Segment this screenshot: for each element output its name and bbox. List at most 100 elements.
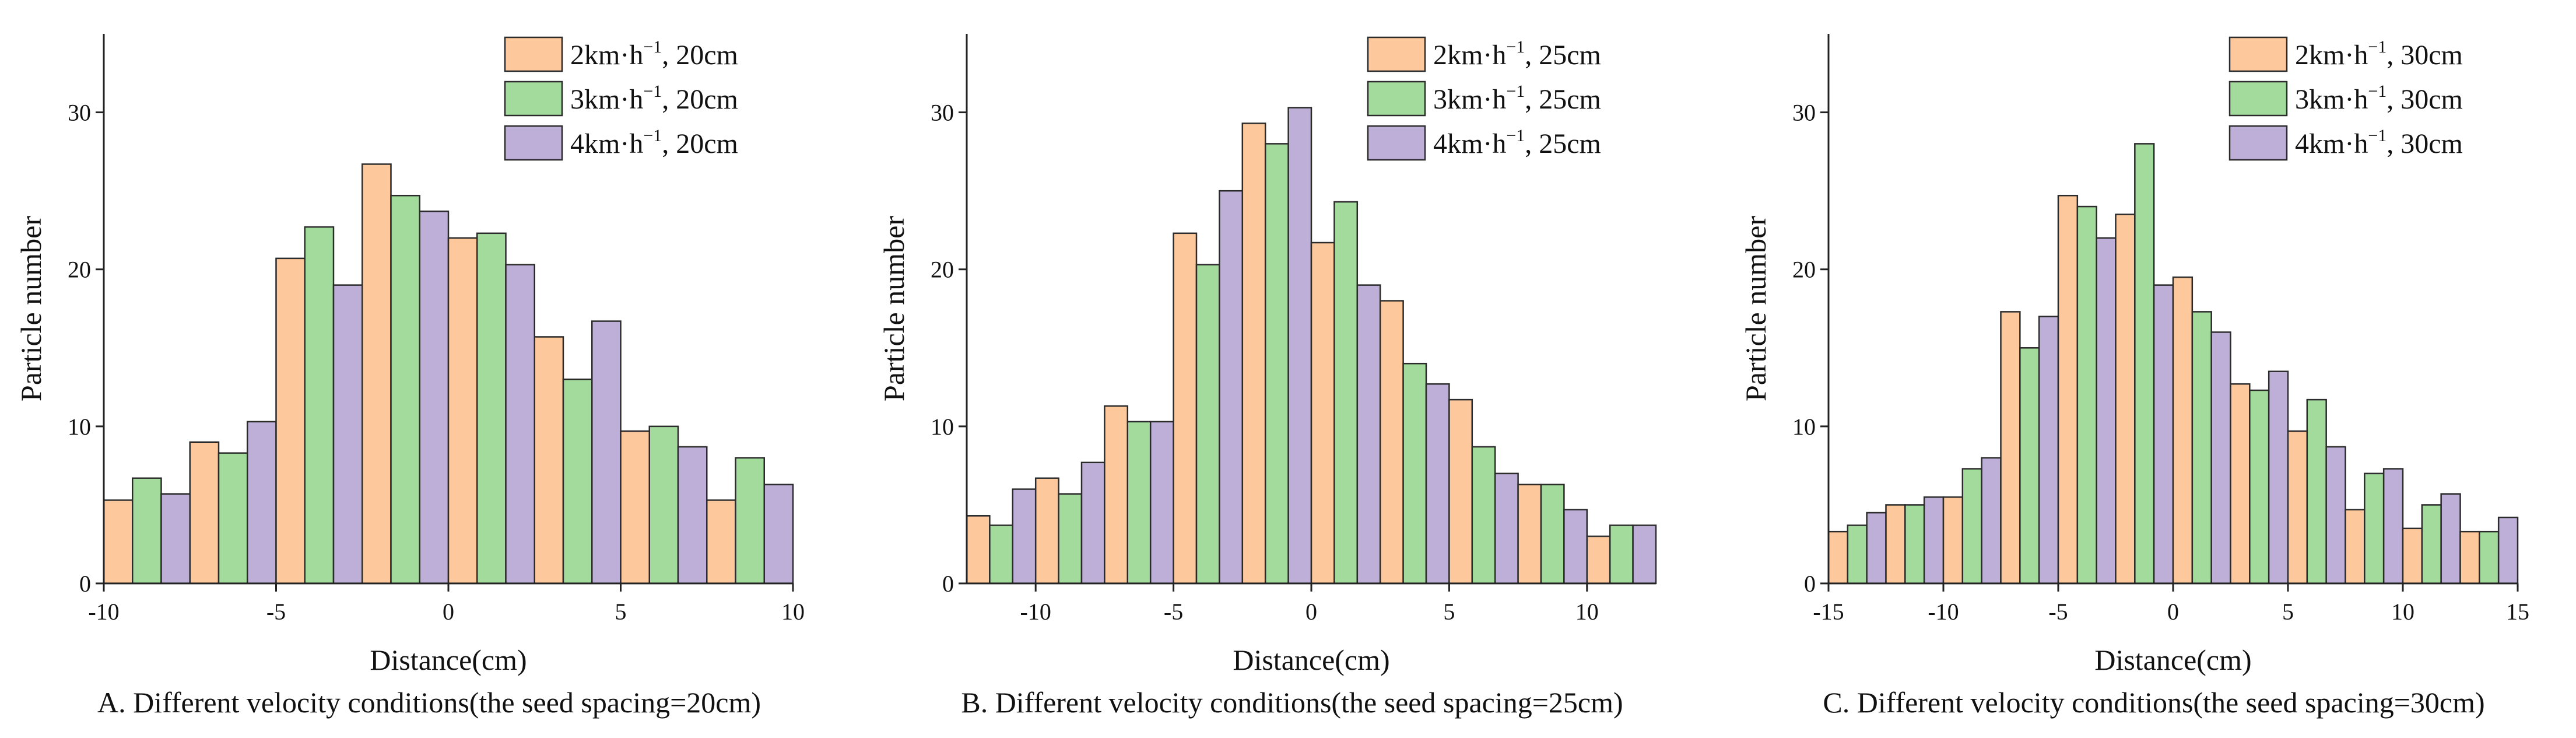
chart-caption-c: C. Different velocity conditions(the see… [1823,686,2485,719]
bar-b-s3-b10 [1632,524,1657,585]
bar-a-s1-b7 [620,430,650,585]
bar-a-s2-b1 [132,477,162,585]
x-tick-label-a-1: -5 [266,599,286,625]
bar-c-s3-b11 [2440,493,2461,585]
bar-c-s1-b5 [2057,194,2079,585]
bar-c-s3-b4 [2038,316,2059,585]
bar-b-s1-b9 [1517,484,1542,585]
chart-panel-c: -15 -10 -5 0 5 10 15 0 10 20 30 Distance(cm) Particl… [1725,0,2576,738]
bar-b-s1-b7 [1379,300,1404,585]
bar-b-s1-b3 [1104,405,1129,585]
x-tick-label-c-5: 10 [2391,599,2414,625]
bar-b-s2-b5 [1264,143,1289,585]
bar-b-s3-b4 [1219,190,1244,585]
bar-b-s1-b8 [1448,398,1473,585]
bar-a-s1-b5 [447,237,478,585]
bar-a-s1-b2 [189,441,220,585]
y-axis-title-a: Particle number [15,216,47,401]
bar-b-s1-b5 [1241,123,1266,585]
legend-swatch-c-3 [2228,125,2288,161]
chart-panel-a: -10 -5 0 5 10 0 10 20 30 Distance(cm) Particle num… [0,0,858,738]
bar-c-s2-b3 [1961,468,1982,585]
bar-a-s3-b2 [247,421,277,585]
bar-c-s1-b8 [2230,383,2251,585]
bar-c-s2-b8 [2249,389,2270,585]
x-axis-title-b: Distance(cm) [1233,643,1389,676]
y-axis-title-c: Particle number [1739,216,1772,401]
x-tick-label-a-0: -10 [88,599,119,625]
bar-b-s2-b7 [1402,362,1427,585]
bar-a-s3-b6 [591,320,622,585]
bar-b-s3-b8 [1494,473,1519,585]
bar-a-s2-b4 [390,194,420,585]
bar-c-s1-b1 [1827,530,1849,585]
bar-b-s3-b3 [1149,421,1174,585]
bar-a-s3-b1 [160,493,191,585]
y-tick-label-c-2: 20 [1792,257,1816,283]
legend-label-a-1: 2km·h−1, 20cm [570,37,738,71]
chart-panel-b: -10 -5 0 5 10 0 10 20 30 Distance(cm) Particle num… [863,0,1721,738]
y-tick-label-b-3: 30 [931,100,954,126]
chart-caption-a: A. Different velocity conditions(the see… [97,686,761,719]
bar-c-s1-b6 [2115,214,2136,585]
bar-a-s1-b6 [534,336,564,585]
bar-a-s3-b7 [677,446,708,585]
x-tick-label-c-1: -10 [1928,599,1959,625]
legend-label-b-3: 4km·h−1, 25cm [1433,126,1601,159]
y-tick-label-c-3: 30 [1792,100,1816,126]
legend-swatch-b-2 [1367,81,1426,117]
bar-a-s3-b5 [505,264,535,585]
bar-c-s1-b12 [2459,530,2480,585]
y-tick-label-c-0: 0 [1804,571,1816,597]
legend-label-a-2: 3km·h−1, 20cm [570,82,738,115]
x-tick-label-c-2: -5 [2048,599,2068,625]
bar-a-s2-b5 [476,232,507,585]
y-tick-label-b-1: 10 [931,414,954,440]
bar-a-s3-b4 [419,210,450,585]
bar-a-s2-b3 [304,226,335,585]
bar-c-s1-b9 [2287,430,2308,585]
bar-b-s3-b6 [1356,284,1381,585]
x-tick-label-c-3: 0 [2167,599,2179,625]
bar-c-s1-b2 [1885,504,1906,585]
x-axis-title-a: Distance(cm) [370,643,527,676]
x-tick-label-a-4: 10 [781,599,805,625]
legend-swatch-a-1 [504,36,563,72]
bar-c-s3-b6 [2153,284,2174,585]
bar-a-s1-b1 [103,499,134,585]
bar-c-s1-b4 [2000,311,2021,585]
bar-c-s1-b7 [2172,276,2194,585]
x-tick-label-a-2: 0 [443,599,454,625]
bar-c-s3-b8 [2268,370,2289,585]
bar-b-s2-b2 [1058,493,1083,585]
y-tick-label-a-1: 10 [68,414,91,440]
bar-c-s1-b10 [2345,509,2366,585]
x-tick-label-b-0: -10 [1020,599,1051,625]
bar-b-s1-b10 [1586,536,1611,585]
legend-label-c-2: 3km·h−1, 30cm [2295,82,2463,115]
bar-c-s1-b11 [2402,527,2423,585]
x-tick-label-b-4: 10 [1575,599,1599,625]
bar-b-s3-b1 [1012,488,1037,585]
legend-swatch-a-3 [504,125,563,161]
bar-b-s2-b10 [1609,524,1634,585]
bar-c-s2-b4 [2019,347,2040,585]
y-axis-title-b: Particle number [878,216,910,401]
bar-b-s3-b9 [1563,509,1588,585]
bar-c-s2-b1 [1847,524,1868,585]
x-tick-label-b-3: 5 [1443,599,1455,625]
legend-label-b-1: 2km·h−1, 25cm [1433,37,1601,71]
chart-caption-b: B. Different velocity conditions(the see… [961,686,1623,719]
x-axis-title-c: Distance(cm) [2094,643,2251,676]
bar-c-s3-b7 [2210,331,2231,585]
bar-c-s3-b1 [1866,512,1887,585]
bar-b-s2-b6 [1333,201,1359,585]
bar-b-s1-b4 [1173,232,1198,585]
bar-b-s1-b1 [966,515,991,585]
x-tick-label-c-0: -15 [1813,599,1844,625]
bar-c-s3-b3 [1981,457,2002,585]
bar-c-s2-b12 [2479,530,2500,585]
bar-b-s3-b7 [1425,383,1450,585]
bar-c-s2-b9 [2306,398,2327,585]
bar-b-s2-b4 [1195,264,1220,585]
